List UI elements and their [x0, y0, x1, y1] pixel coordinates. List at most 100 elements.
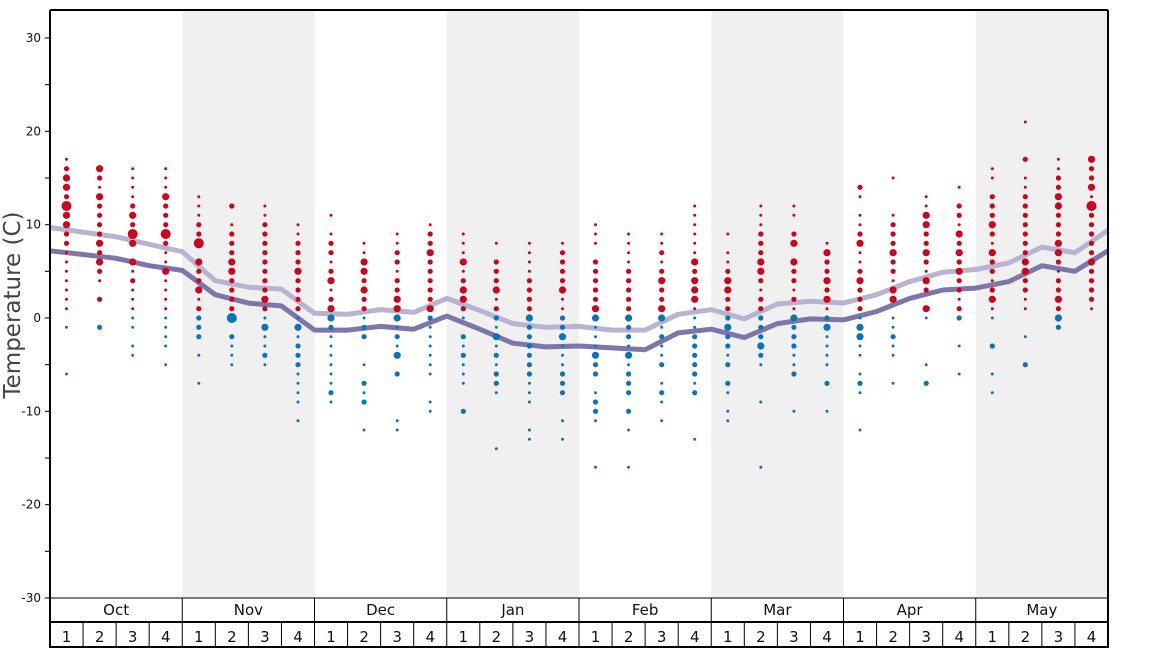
temperature-dot [428, 223, 432, 227]
temperature-dot [956, 315, 962, 321]
temperature-dot [129, 239, 137, 247]
temperature-dot [825, 409, 829, 413]
week-label: 4 [690, 628, 700, 646]
temperature-dot [725, 296, 731, 302]
week-label: 4 [425, 628, 435, 646]
temperature-dot [162, 267, 170, 275]
y-tick-label: -10 [21, 404, 41, 418]
temperature-dot [990, 241, 994, 245]
temperature-dot [131, 176, 135, 180]
temperature-dot [990, 316, 994, 320]
temperature-dot [329, 381, 333, 385]
temperature-dot [692, 352, 698, 358]
temperature-dot [1088, 296, 1095, 302]
temperature-dot [693, 213, 697, 217]
week-label: 1 [988, 628, 998, 646]
temperature-dot [460, 352, 466, 358]
temperature-dot [393, 314, 401, 322]
temperature-dot [526, 352, 533, 358]
month-label-jan: Jan [500, 601, 524, 619]
temperature-dot [924, 316, 928, 320]
temperature-dot [65, 279, 68, 283]
temperature-dot [725, 306, 731, 312]
temperature-dot [295, 259, 301, 265]
temperature-dot [362, 241, 366, 245]
temperature-dot [1021, 258, 1029, 266]
temperature-dot [1022, 222, 1028, 228]
temperature-dot [1087, 183, 1096, 191]
temperature-dot [196, 324, 202, 330]
month-label-mar: Mar [763, 601, 792, 619]
month-label-apr: Apr [897, 601, 924, 619]
temperature-dot [692, 371, 698, 377]
temperature-dot [890, 222, 896, 228]
temperature-dot [63, 166, 70, 172]
temperature-dot [63, 240, 70, 246]
week-label: 2 [1021, 628, 1031, 646]
temperature-dot [726, 232, 730, 236]
temperature-dot [956, 306, 962, 312]
temperature-dot [197, 213, 201, 217]
temperature-dot [295, 352, 301, 358]
temperature-dot [858, 213, 862, 217]
temperature-dot [262, 352, 268, 358]
temperature-dot [229, 306, 235, 312]
temperature-dot [592, 259, 599, 265]
temperature-dot [1022, 287, 1028, 293]
temperature-dot [294, 323, 302, 331]
temperature-dot [891, 279, 895, 283]
temperature-dot [726, 260, 730, 264]
temperature-dot [724, 286, 732, 294]
temperature-dot [129, 211, 137, 219]
temperature-dot [592, 296, 599, 302]
temperature-dot [627, 241, 631, 245]
temperature-dot [857, 184, 863, 190]
temperature-dot [394, 334, 400, 340]
temperature-dot [591, 305, 600, 313]
temperature-dot [362, 316, 366, 320]
temperature-dot [858, 195, 862, 199]
temperature-dot [197, 381, 201, 385]
temperature-dot [261, 295, 269, 303]
week-label: 2 [888, 628, 898, 646]
temperature-dot [65, 288, 68, 292]
temperature-dot [1055, 278, 1061, 284]
temperature-dot [526, 296, 533, 302]
temperature-dot [395, 269, 399, 273]
temperature-dot [493, 380, 499, 386]
temperature-dot [428, 344, 432, 348]
temperature-dot [1022, 362, 1028, 368]
temperature-dot [858, 260, 862, 264]
temperature-dot [924, 195, 928, 199]
temperature-dot [427, 296, 433, 302]
temperature-dot [427, 278, 433, 284]
temperature-dot [1056, 157, 1060, 161]
week-label: 1 [326, 628, 336, 646]
temperature-dot [825, 344, 829, 348]
temperature-dot [361, 324, 367, 330]
temperature-dot [990, 391, 994, 395]
temperature-dot [956, 287, 962, 293]
temperature-dot [1022, 203, 1028, 209]
temperature-dot [561, 419, 564, 423]
temperature-dot [1054, 202, 1062, 210]
temperature-dot [660, 353, 664, 357]
temperature-dot [923, 380, 929, 386]
temperature-dot [229, 240, 235, 246]
temperature-dot [1055, 287, 1061, 293]
temperature-dot [230, 363, 234, 367]
temperature-dot [857, 306, 863, 312]
temperature-dot [193, 238, 204, 249]
temperature-dot [262, 306, 268, 312]
temperature-dot [692, 362, 698, 368]
temperature-dot [394, 287, 400, 293]
temperature-dot [428, 325, 432, 329]
temperature-dot [594, 335, 597, 339]
temperature-dot [131, 195, 135, 199]
y-tick-label: 10 [26, 218, 41, 232]
temperature-dot [823, 295, 831, 303]
temperature-dot [957, 185, 961, 189]
temperature-dot [494, 447, 498, 451]
week-label: 1 [723, 628, 733, 646]
temperature-dot [263, 213, 267, 217]
